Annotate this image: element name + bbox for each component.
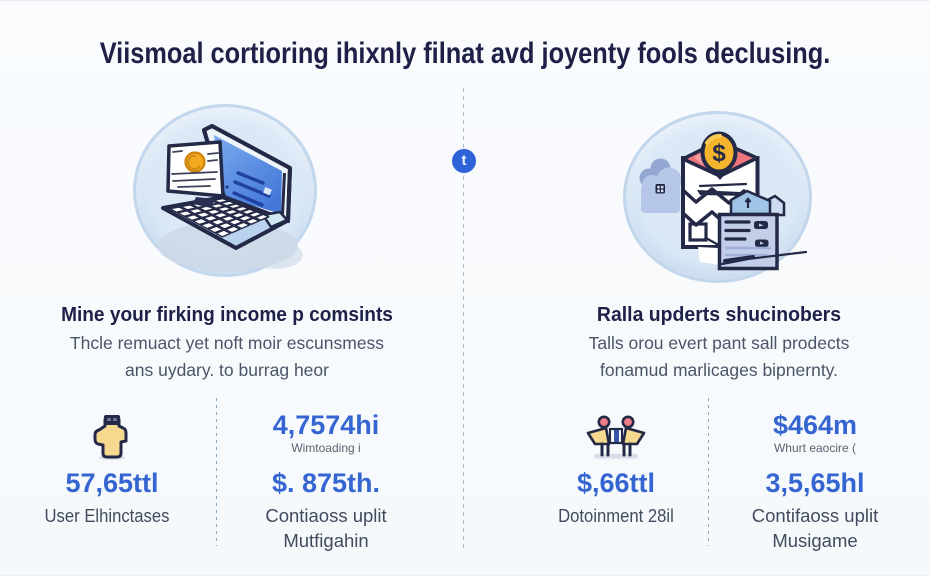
svg-text:$: $ [712,140,726,167]
